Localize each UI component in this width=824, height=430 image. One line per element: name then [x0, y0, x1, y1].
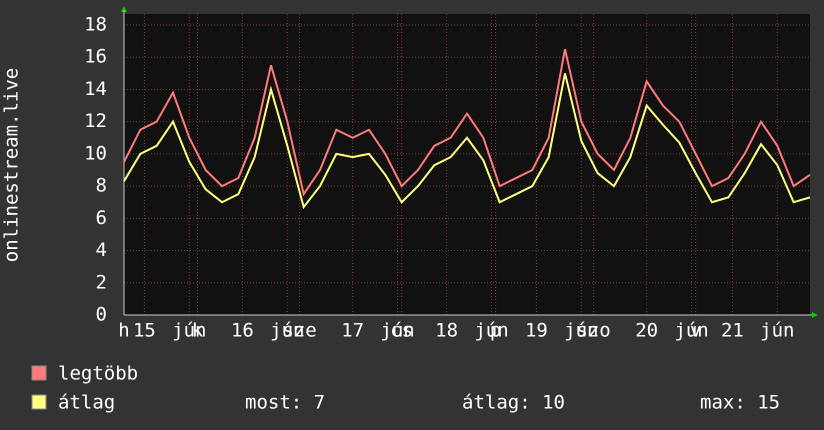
x-tick-label: jún	[564, 320, 598, 342]
y-tick-label: 10	[84, 142, 107, 164]
series-line	[123, 48, 811, 197]
x-tick-label: jún	[172, 320, 206, 342]
y-tick-label: 16	[84, 46, 107, 68]
x-tick-label: p	[490, 320, 501, 342]
x-tick-label: szo	[576, 320, 610, 342]
y-tick-label: 2	[96, 271, 107, 293]
x-tick-label: 15	[133, 320, 156, 342]
x-tick-label: jún	[760, 320, 794, 342]
x-tick-label: jún	[270, 320, 304, 342]
x-tick-label: 17	[341, 320, 364, 342]
legend-swatch	[31, 365, 47, 381]
stat-label: max: 15	[700, 392, 780, 414]
x-tick-label: sze	[282, 320, 316, 342]
legend-swatch	[31, 394, 47, 410]
legend-label: átlag	[58, 392, 115, 414]
y-tick-label: 6	[96, 207, 107, 229]
axis-arrow	[121, 6, 127, 12]
x-tick-label: cs	[390, 320, 413, 342]
x-tick-label: v	[690, 320, 701, 342]
axis-arrow	[812, 312, 818, 318]
stat-label: átlag: 10	[462, 392, 565, 414]
y-tick-label: 4	[96, 239, 107, 261]
series-line	[123, 73, 811, 210]
y-tick-label: 18	[84, 14, 107, 36]
x-tick-label: 19	[525, 320, 548, 342]
legend-label: legtöbb	[58, 363, 138, 385]
x-tick-label: 16	[231, 320, 254, 342]
x-tick-label: jún	[474, 320, 508, 342]
y-tick-label: 12	[84, 110, 107, 132]
y-tick-label: 0	[96, 304, 107, 326]
x-tick-label: k	[192, 320, 204, 342]
y-axis-label: onlinestream.live	[1, 68, 23, 262]
x-tick-label: 21	[721, 320, 744, 342]
x-tick-label: 20	[635, 320, 658, 342]
x-tick-label: jún	[380, 320, 414, 342]
x-tick-label: h	[118, 320, 129, 342]
x-tick-label: jún	[674, 320, 708, 342]
plot-area	[124, 14, 810, 315]
y-tick-label: 8	[96, 175, 107, 197]
x-tick-label: 18	[435, 320, 458, 342]
stat-label: most: 7	[245, 392, 325, 414]
y-tick-label: 14	[84, 78, 107, 100]
